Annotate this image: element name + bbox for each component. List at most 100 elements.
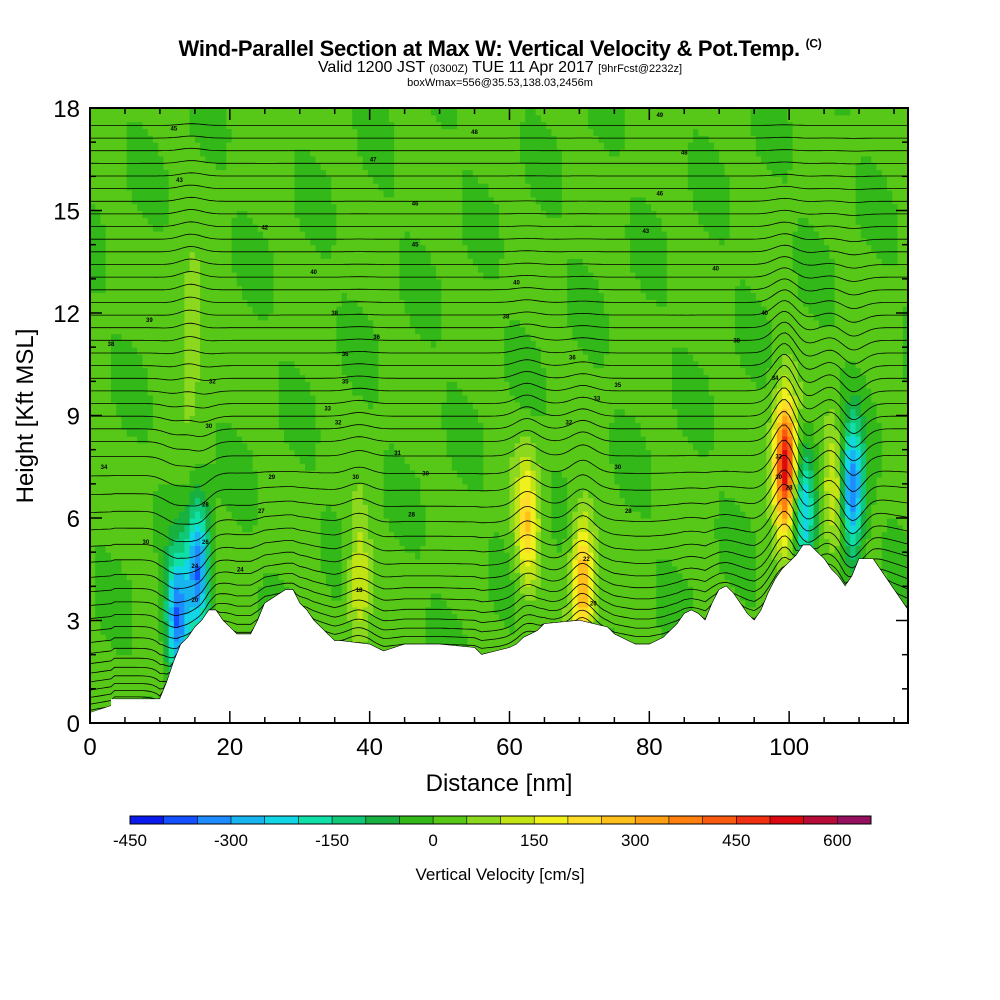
velocity-cell: [336, 203, 343, 212]
velocity-cell: [158, 504, 164, 512]
velocity-cell: [194, 265, 201, 273]
velocity-cell: [399, 354, 406, 362]
velocity-cell: [336, 552, 343, 560]
velocity-cell: [226, 135, 233, 143]
velocity-cell: [315, 367, 322, 376]
velocity-cell: [215, 347, 222, 355]
velocity-cell: [215, 224, 222, 232]
velocity-cell: [111, 661, 117, 669]
velocity-cell: [388, 552, 395, 560]
velocity-cell: [273, 292, 280, 300]
velocity-cell: [247, 436, 254, 444]
velocity-cell: [362, 162, 369, 171]
velocity-cell: [116, 244, 122, 253]
velocity-cell: [168, 340, 175, 348]
velocity-cell: [394, 306, 400, 314]
velocity-cell: [346, 518, 353, 526]
velocity-cell: [105, 627, 112, 635]
velocity-cell: [205, 190, 212, 198]
velocity-cell: [111, 244, 117, 253]
velocity-cell: [205, 347, 212, 355]
velocity-cell: [388, 313, 395, 321]
velocity-cell: [152, 463, 159, 471]
velocity-cell: [205, 593, 212, 601]
velocity-cell: [394, 231, 400, 239]
velocity-cell: [221, 251, 227, 259]
velocity-cell: [394, 203, 400, 212]
velocity-cell: [121, 224, 128, 232]
velocity-cell: [352, 456, 358, 464]
velocity-cell: [121, 401, 128, 410]
velocity-cell: [299, 422, 306, 430]
velocity-cell: [100, 176, 107, 184]
velocity-cell: [179, 504, 185, 512]
velocity-cell: [409, 613, 416, 622]
velocity-cell: [247, 128, 254, 136]
velocity-cell: [126, 388, 133, 396]
velocity-cell: [137, 538, 143, 546]
velocity-cell: [299, 203, 306, 212]
velocity-cell: [409, 463, 416, 471]
velocity-cell: [152, 347, 159, 355]
velocity-cell: [215, 572, 222, 581]
velocity-cell: [137, 217, 143, 225]
velocity-cell: [388, 217, 395, 225]
velocity-cell: [252, 388, 259, 396]
velocity-cell: [173, 210, 180, 218]
velocity-cell: [173, 490, 180, 499]
velocity-cell: [152, 114, 159, 123]
velocity-cell: [111, 292, 117, 300]
velocity-cell: [409, 552, 416, 560]
velocity-cell: [294, 354, 301, 362]
velocity-cell: [326, 545, 332, 553]
velocity-cell: [315, 203, 322, 212]
velocity-cell: [126, 114, 133, 123]
velocity-cell: [362, 183, 369, 191]
velocity-cell: [194, 142, 201, 150]
velocity-cell: [320, 497, 327, 505]
velocity-cell: [404, 606, 411, 615]
velocity-cell: [336, 244, 343, 253]
velocity-cell: [357, 347, 364, 355]
velocity-cell: [152, 292, 159, 300]
velocity-cell: [294, 292, 301, 300]
velocity-cell: [388, 176, 395, 184]
velocity-cell: [257, 565, 264, 574]
velocity-cell: [90, 600, 96, 608]
velocity-cell: [189, 477, 196, 485]
velocity-cell: [226, 477, 233, 485]
velocity-cell: [163, 306, 170, 314]
velocity-cell: [310, 278, 316, 287]
velocity-cell: [100, 108, 107, 116]
velocity-cell: [236, 347, 243, 355]
velocity-cell: [111, 688, 117, 697]
velocity-cell: [326, 600, 332, 608]
velocity-cell: [173, 135, 180, 143]
velocity-cell: [184, 244, 191, 253]
velocity-cell: [305, 313, 311, 321]
velocity-cell: [215, 231, 222, 239]
velocity-cell: [357, 606, 364, 615]
utc-time: (0300Z): [429, 63, 468, 75]
velocity-cell: [378, 524, 385, 533]
velocity-cell: [284, 388, 290, 396]
velocity-cell: [263, 449, 269, 458]
velocity-cell: [278, 531, 285, 540]
velocity-cell: [263, 511, 269, 519]
velocity-cell: [111, 470, 117, 478]
velocity-cell: [394, 463, 400, 471]
velocity-cell: [189, 114, 196, 123]
velocity-cell: [378, 128, 385, 136]
velocity-cell: [294, 244, 301, 253]
velocity-cell: [341, 299, 348, 307]
velocity-cell: [210, 333, 217, 341]
velocity-cell: [90, 196, 96, 205]
velocity-cell: [284, 176, 290, 184]
velocity-cell: [268, 313, 275, 321]
velocity-cell: [326, 231, 332, 239]
velocity-cell: [289, 545, 296, 553]
velocity-cell: [294, 395, 301, 403]
velocity-cell: [105, 702, 112, 710]
velocity-cell: [194, 477, 201, 485]
velocity-cell: [147, 442, 154, 451]
